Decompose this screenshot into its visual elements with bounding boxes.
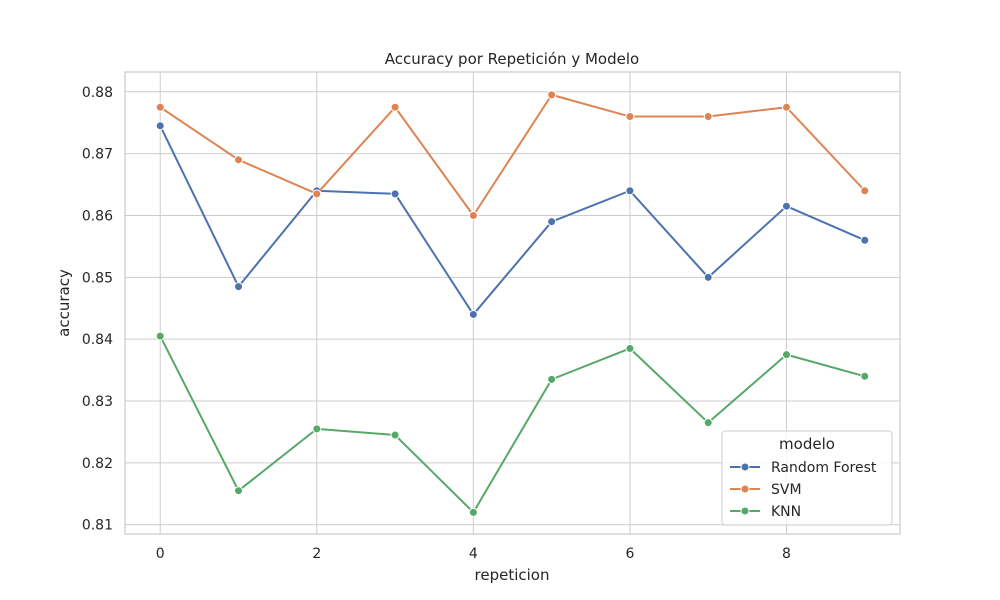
data-point-knn [155, 331, 165, 341]
data-point-knn [547, 374, 557, 384]
data-point-svm [781, 102, 791, 112]
data-point-knn [625, 343, 635, 353]
data-point-knn [860, 371, 870, 381]
data-point-random-forest [781, 201, 791, 211]
data-point-svm [155, 102, 165, 112]
y-tick-label: 0.85 [82, 270, 113, 286]
x-tick-label: 0 [156, 546, 165, 562]
chart-title: Accuracy por Repetición y Modelo [385, 50, 639, 68]
data-point-svm [390, 102, 400, 112]
legend-item-knn: KNN [730, 504, 801, 520]
data-point-random-forest [703, 272, 713, 282]
data-point-svm [703, 112, 713, 122]
legend-marker [740, 506, 750, 516]
data-point-random-forest [390, 189, 400, 199]
series-line-svm [159, 93, 866, 217]
series-line-knn [159, 335, 866, 514]
y-tick-label: 0.88 [82, 85, 113, 101]
data-point-svm [625, 112, 635, 122]
data-point-svm [234, 155, 244, 165]
data-point-svm [312, 189, 322, 199]
x-tick-label: 6 [625, 546, 634, 562]
legend: modelo Random Forest SVM KNN [721, 430, 893, 526]
data-point-knn [468, 507, 478, 517]
data-point-random-forest [547, 217, 557, 227]
x-axis-ticks: 0 2 4 6 8 [156, 546, 791, 562]
y-tick-label: 0.87 [82, 147, 113, 163]
y-axis-label: accuracy [55, 269, 73, 337]
data-point-knn [234, 486, 244, 496]
data-point-knn [703, 418, 713, 428]
data-point-random-forest [234, 282, 244, 292]
x-axis-label: repeticion [475, 566, 550, 584]
legend-label: Random Forest [771, 460, 877, 476]
y-tick-label: 0.83 [82, 394, 113, 410]
x-tick-label: 4 [469, 546, 478, 562]
legend-title: modelo [779, 435, 835, 453]
y-tick-label: 0.84 [82, 332, 113, 348]
legend-marker [740, 484, 750, 494]
data-point-random-forest [625, 186, 635, 196]
legend-label: KNN [771, 504, 801, 520]
y-axis-ticks: 0.81 0.82 0.83 0.84 0.85 0.86 0.87 0.88 [82, 85, 113, 534]
data-point-knn [312, 424, 322, 434]
data-point-random-forest [155, 121, 165, 131]
data-point-knn [781, 350, 791, 360]
data-point-svm [468, 210, 478, 220]
data-point-svm [860, 186, 870, 196]
legend-marker [740, 462, 750, 472]
series-knn [155, 331, 870, 517]
y-tick-label: 0.86 [82, 208, 113, 224]
x-tick-label: 8 [782, 546, 791, 562]
legend-item-random-forest: Random Forest [730, 460, 877, 476]
data-point-knn [390, 430, 400, 440]
y-tick-label: 0.81 [82, 518, 113, 534]
data-point-svm [547, 90, 557, 100]
legend-box [721, 430, 893, 526]
series-line-random-forest [159, 125, 866, 316]
legend-item-svm: SVM [730, 482, 802, 498]
y-tick-label: 0.82 [82, 456, 113, 472]
series-svm [155, 90, 870, 220]
data-point-random-forest [860, 235, 870, 245]
data-point-random-forest [468, 309, 478, 319]
legend-label: SVM [771, 482, 802, 498]
series-group [155, 90, 870, 517]
x-tick-label: 2 [312, 546, 321, 562]
plot-frame [124, 71, 901, 535]
